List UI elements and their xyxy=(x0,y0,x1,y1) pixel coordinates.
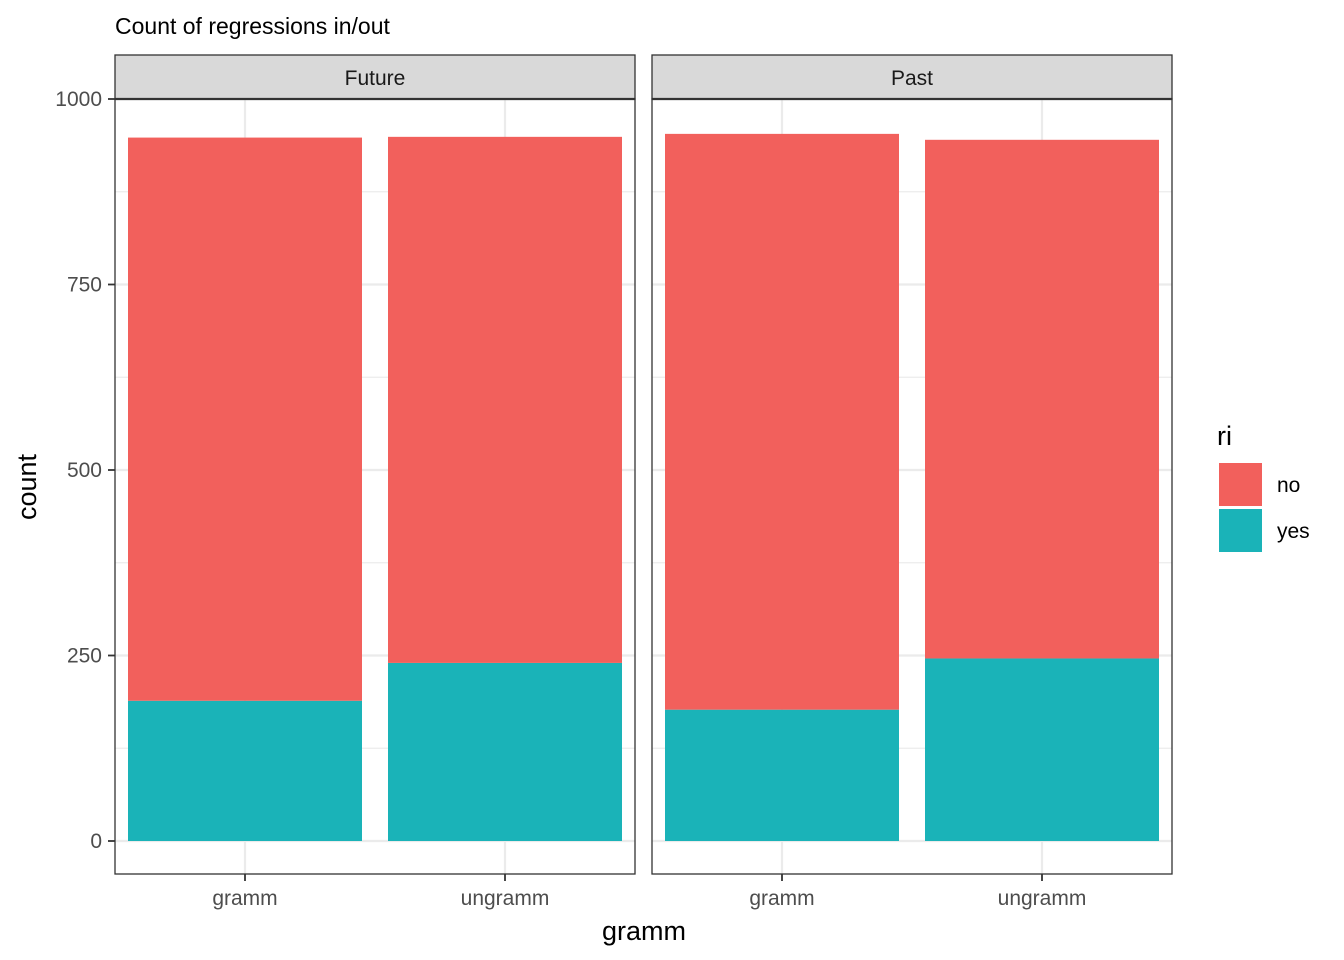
legend-label-no: no xyxy=(1277,474,1300,497)
x-tick-label: ungramm xyxy=(461,887,550,910)
panel-past: Past gramm ungramm xyxy=(651,54,1173,910)
bar-future-gramm-yes xyxy=(128,700,362,841)
legend-title: ri xyxy=(1217,421,1232,451)
x-tick-label: ungramm xyxy=(998,887,1087,910)
legend-label-yes: yes xyxy=(1277,520,1310,543)
y-tick-label: 1000 xyxy=(55,88,102,111)
facet-strip xyxy=(651,54,1173,100)
x-tick-label: gramm xyxy=(749,887,814,910)
y-tick-label: 750 xyxy=(67,274,102,297)
bar-future-gramm-no xyxy=(128,137,362,701)
bar-past-gramm-yes xyxy=(665,709,899,841)
facet-strip xyxy=(114,54,636,100)
x-axis-title: gramm xyxy=(602,916,686,946)
y-tick-label: 0 xyxy=(90,830,102,853)
bar-past-ungramm-yes xyxy=(925,658,1159,841)
legend-key-no xyxy=(1219,463,1262,506)
y-tick-label: 500 xyxy=(67,459,102,482)
x-tick-label: gramm xyxy=(212,887,277,910)
bar-future-ungramm-no xyxy=(388,136,622,663)
y-tick-label: 250 xyxy=(67,645,102,668)
chart-title: Count of regressions in/out xyxy=(115,13,390,39)
facet-strip-label: Past xyxy=(891,67,933,90)
legend-entries: no yes xyxy=(1219,463,1310,552)
legend-key-yes xyxy=(1219,509,1262,552)
facet-strip-label: Future xyxy=(345,67,406,90)
panel-future: Future gramm ungramm xyxy=(114,54,636,910)
bar-past-ungramm-no xyxy=(925,139,1159,659)
legend: ri no yes xyxy=(1217,421,1310,552)
y-axis-title: count xyxy=(12,453,42,520)
y-axis: 0 250 500 750 1000 xyxy=(55,88,115,853)
bar-past-gramm-no xyxy=(665,133,899,710)
facet-panels: Future gramm ungramm Past gramm ungramm xyxy=(114,54,1173,910)
bar-future-ungramm-yes xyxy=(388,662,622,841)
